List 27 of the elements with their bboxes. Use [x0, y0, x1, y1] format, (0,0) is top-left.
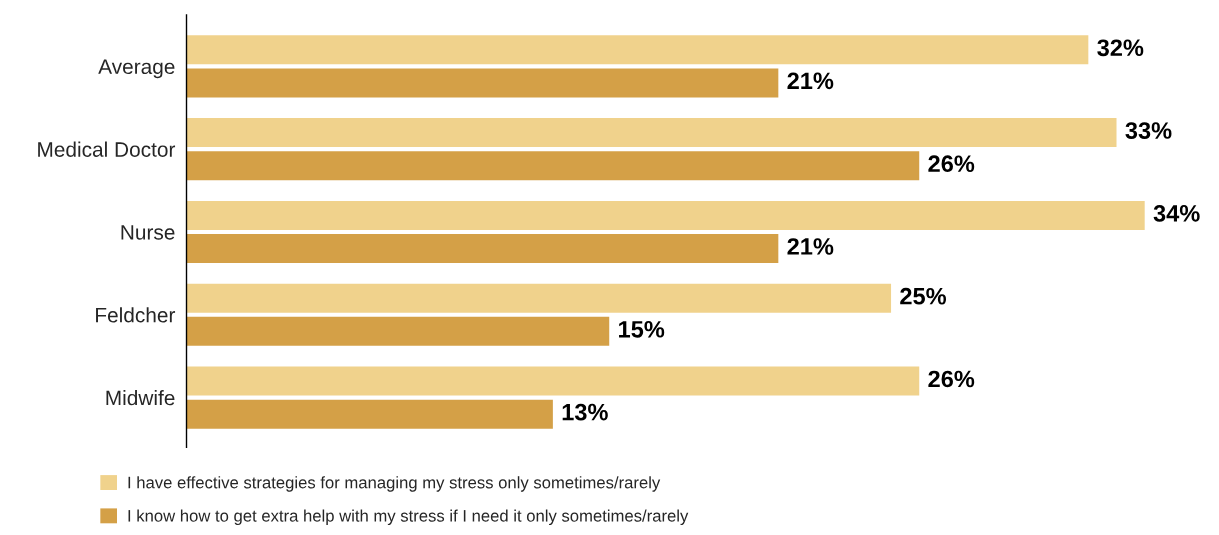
data-label: 21% [787, 72, 834, 90]
bar [186, 234, 779, 263]
legend-label: I have effective strategies for managing my stress only sometimes/rarely [128, 476, 661, 492]
data-label: 26% [928, 155, 975, 173]
bar [186, 283, 892, 313]
bar [186, 200, 1145, 230]
y-tick-label: Feldcher [96, 307, 176, 323]
data-label: 32% [1097, 39, 1144, 57]
data-label: 21% [787, 238, 834, 255]
bar [186, 399, 553, 429]
y-tick-label: Midwife [106, 390, 175, 406]
bar [186, 68, 779, 98]
data-label: 26% [928, 370, 975, 388]
data-label: 33% [1125, 122, 1172, 139]
legend-label: I know how to get extra help with my stress if I need it only sometimes/rarely [128, 509, 689, 526]
y-tick-label: Average [98, 59, 175, 79]
bar [186, 151, 920, 181]
bar [186, 118, 1117, 148]
y-tick-label: Nurse [121, 225, 175, 240]
bar [186, 35, 1089, 65]
bar [186, 316, 610, 346]
y-tick-label: Medical Doctor [38, 141, 176, 157]
bar [186, 366, 920, 396]
data-label: 25% [900, 287, 947, 305]
data-label: 15% [619, 321, 665, 338]
data-label: 34% [1153, 205, 1200, 222]
data-label: 13% [562, 403, 608, 421]
